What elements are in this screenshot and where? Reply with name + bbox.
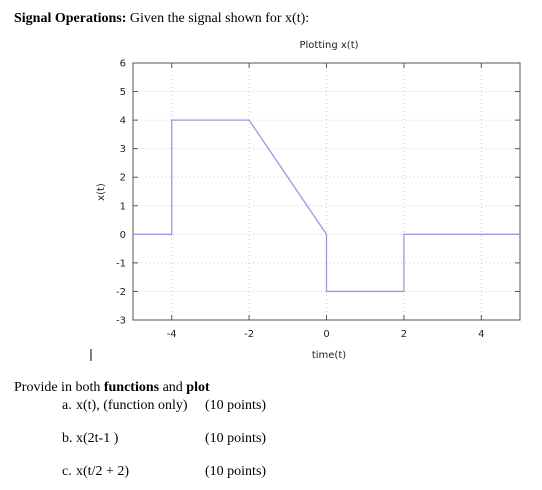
item-label: b. <box>62 431 73 446</box>
x-tick-label: -4 <box>167 329 177 340</box>
x-axis-label: time(t) <box>312 350 346 361</box>
y-tick-label: 5 <box>120 87 126 98</box>
item-points: (10 points) <box>205 398 266 413</box>
item-label: a. <box>62 398 72 413</box>
y-tick-label: -3 <box>116 316 126 327</box>
y-tick-label: 2 <box>120 173 126 184</box>
intro-bold: plot <box>186 380 210 395</box>
header-text: Given the signal shown for x(t): <box>130 11 309 26</box>
y-tick-label: -1 <box>116 258 126 269</box>
item-label: c. <box>62 464 72 479</box>
header: Signal Operations: Given the signal show… <box>14 11 309 26</box>
item-text: x(t/2 + 2) <box>76 464 129 479</box>
task-items: a. x(t), (function only) (10 points) b. x(2t… <box>62 398 266 479</box>
item-points: (10 points) <box>205 464 266 479</box>
plot-frame <box>132 62 521 321</box>
y-tick-label: 0 <box>120 230 126 241</box>
x-tick-label: 4 <box>478 329 484 340</box>
y-tick-label: -2 <box>116 287 126 298</box>
intro-text: Provide in both <box>14 380 100 395</box>
x-tick-label: 0 <box>323 329 329 340</box>
item-points: (10 points) <box>205 431 266 446</box>
x-tick-label: 2 <box>401 329 407 340</box>
chart: -3 -2 -1 0 1 2 3 4 5 6 -4 -2 0 2 4 <box>116 59 521 340</box>
chart-title: Plotting x(t) <box>299 40 358 51</box>
task-intro: Provide in both functions and plot <box>14 380 210 395</box>
y-tick-label: 4 <box>120 116 126 127</box>
y-tick-label: 6 <box>120 59 126 70</box>
x-tick-label: -2 <box>244 329 254 340</box>
intro-text: and <box>163 380 183 395</box>
intro-bold: functions <box>104 380 160 395</box>
header-label: Signal Operations: <box>14 11 126 26</box>
y-tick-label: 1 <box>120 201 126 212</box>
y-axis-label: x(t) <box>96 183 107 201</box>
item-text: x(t), (function only) <box>76 398 188 413</box>
item-text: x(2t-1 ) <box>76 431 119 446</box>
y-tick-label: 3 <box>120 144 126 155</box>
signal-line <box>133 119 520 293</box>
